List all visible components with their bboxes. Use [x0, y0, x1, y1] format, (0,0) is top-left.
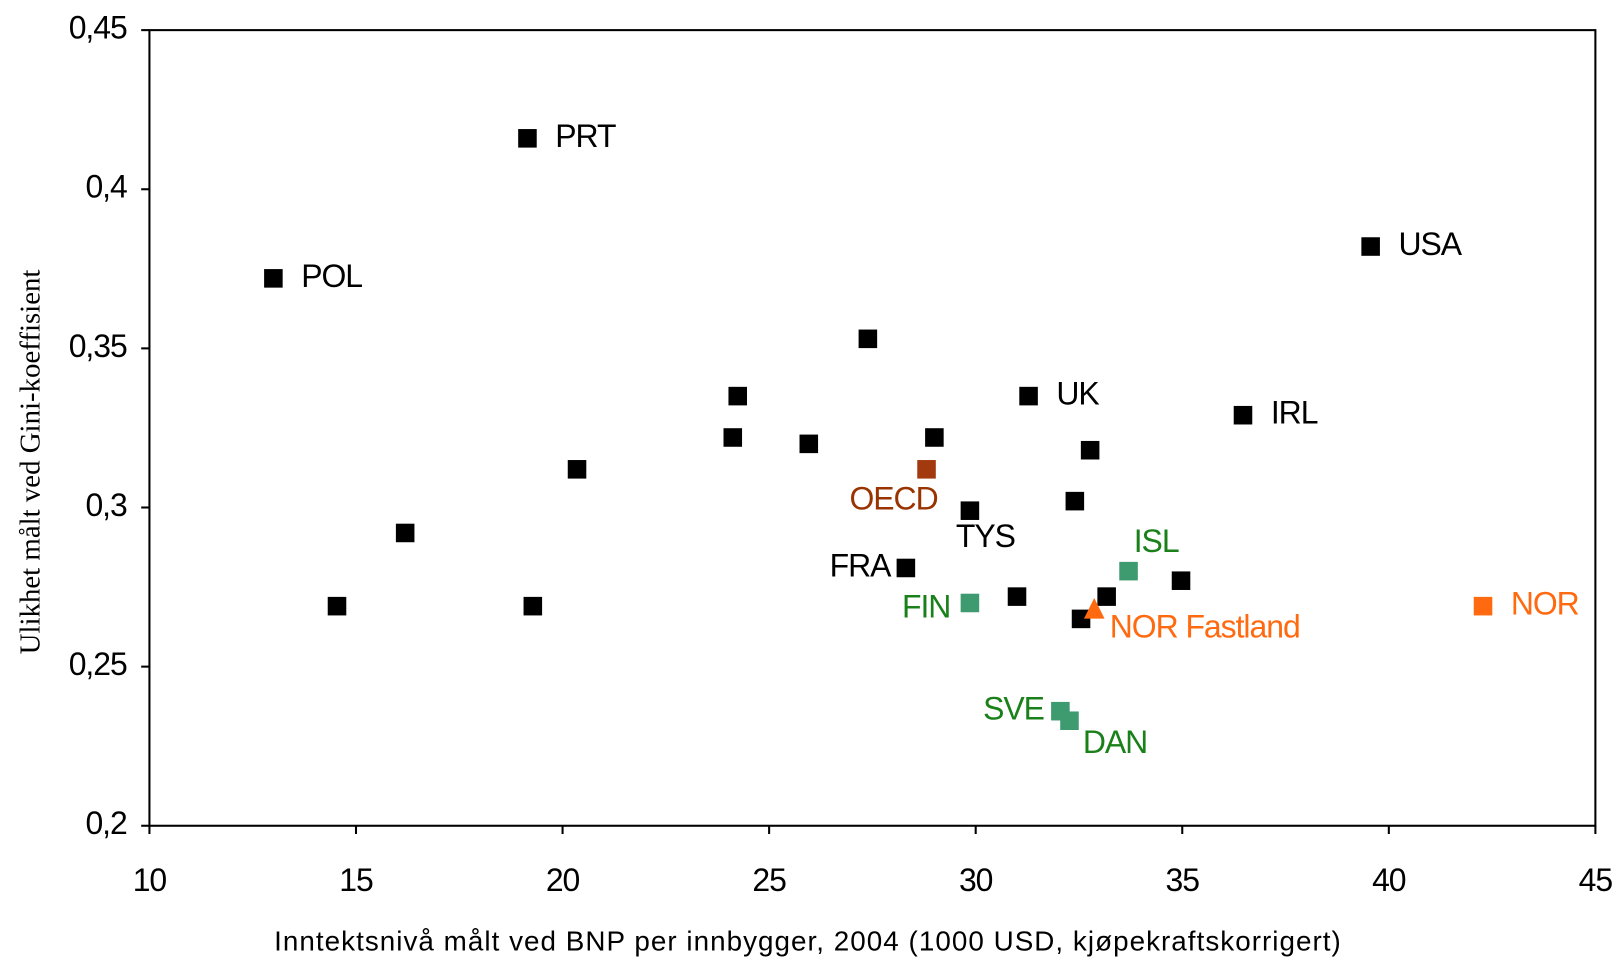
point [1361, 237, 1380, 256]
point-label: DAN [1083, 724, 1147, 760]
point [395, 523, 415, 543]
point [858, 329, 878, 349]
point [1083, 598, 1105, 619]
point [1071, 609, 1091, 629]
point [728, 386, 748, 406]
point [1119, 561, 1138, 581]
point [1065, 491, 1085, 511]
point-label: PRT [555, 118, 616, 154]
plot-frame [148, 29, 1597, 827]
y-tick-label: 0,3 [85, 487, 127, 523]
point-label: NOR [1511, 586, 1579, 622]
point-label: IRL [1271, 395, 1318, 431]
point [264, 269, 283, 288]
y-tick-label: 0,2 [85, 805, 127, 841]
y-tick-label: 0,25 [69, 646, 127, 682]
point [1007, 587, 1027, 606]
point-label: FRA [830, 547, 893, 583]
point-label: NOR Fastland [1110, 608, 1300, 644]
x-tick-label: 10 [133, 862, 167, 898]
point [723, 428, 743, 447]
point [917, 460, 936, 479]
y-tick-label: 0,4 [85, 169, 127, 205]
x-tick-label: 35 [1166, 862, 1200, 898]
x-tick-label: 45 [1579, 862, 1613, 898]
x-tick-label: 25 [752, 862, 786, 898]
point [1060, 711, 1079, 731]
point [1097, 587, 1116, 606]
point-label: TYS [956, 518, 1015, 554]
x-tick-label: 30 [959, 862, 993, 898]
point [960, 501, 980, 520]
point [1171, 571, 1191, 590]
point-label: ISL [1134, 523, 1179, 559]
point-label: OECD [849, 481, 937, 517]
y-axis-label: Ulikhet målt ved Gini-koeffisient [15, 270, 47, 655]
y-tick-label: 0,35 [69, 328, 127, 364]
point [960, 593, 980, 613]
point-label: SVE [983, 691, 1044, 727]
point [799, 434, 819, 454]
point-label: POL [301, 258, 362, 294]
point-label: UK [1056, 376, 1099, 412]
y-tick-label: 0,45 [69, 10, 127, 46]
point [327, 596, 347, 616]
point [1080, 440, 1100, 460]
point [518, 129, 537, 148]
x-tick-label: 15 [339, 862, 373, 898]
point [1019, 386, 1038, 406]
x-tick-label: 20 [546, 862, 580, 898]
point [896, 558, 916, 578]
point [1233, 405, 1253, 425]
x-axis-label: Inntektsnivå målt ved BNP per innbygger,… [274, 926, 1342, 957]
point [523, 596, 543, 616]
point-label: FIN [902, 589, 950, 625]
point [925, 428, 944, 447]
point-label: USA [1398, 226, 1462, 262]
point [567, 460, 587, 479]
x-tick-label: 40 [1372, 862, 1406, 898]
point [1473, 596, 1493, 616]
